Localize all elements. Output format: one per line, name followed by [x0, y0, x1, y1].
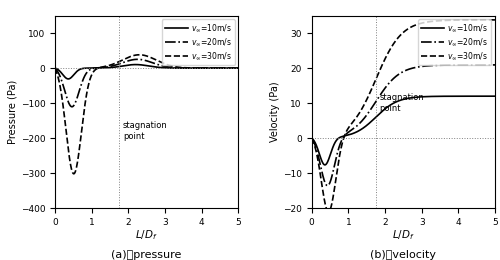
X-axis label: $L/D_f$: $L/D_f$ [136, 228, 158, 242]
$v_{\infty}$=10m/s [196, 67, 202, 70]
$v_{\infty}$=20m/s [134, 58, 140, 61]
$v_{\infty}$=30m/s [308, 136, 314, 140]
$v_{\infty}$=10m/s [132, 63, 138, 66]
Line: $v_{\infty}$=20m/s: $v_{\infty}$=20m/s [55, 59, 238, 107]
$v_{\infty}$=30m/s [70, 172, 76, 175]
Text: stagnation
point: stagnation point [380, 93, 424, 113]
$v_{\infty}$=10m/s [492, 95, 498, 98]
$v_{\infty}$=20m/s [236, 67, 242, 70]
$v_{\infty}$=30m/s [196, 67, 202, 70]
$v_{\infty}$=30m/s [452, 18, 458, 22]
X-axis label: $L/D_f$: $L/D_f$ [392, 228, 414, 242]
$v_{\infty}$=10m/s [71, 73, 77, 76]
$v_{\infty}$=10m/s [198, 67, 204, 70]
Line: $v_{\infty}$=10m/s: $v_{\infty}$=10m/s [55, 64, 238, 79]
$v_{\infty}$=20m/s [178, 66, 184, 69]
$v_{\infty}$=30m/s [236, 67, 242, 70]
$v_{\infty}$=30m/s [328, 207, 334, 210]
$v_{\infty}$=30m/s [326, 210, 332, 213]
$v_{\infty}$=10m/s [452, 95, 458, 98]
$v_{\infty}$=20m/s [383, 85, 389, 88]
$v_{\infty}$=10m/s [236, 67, 242, 70]
$v_{\infty}$=10m/s [328, 152, 334, 155]
$v_{\infty}$=10m/s [308, 136, 314, 140]
$v_{\infty}$=10m/s [455, 95, 461, 98]
$v_{\infty}$=20m/s [198, 67, 204, 70]
Line: $v_{\infty}$=30m/s: $v_{\infty}$=30m/s [55, 55, 238, 174]
$v_{\infty}$=10m/s [65, 77, 71, 81]
$v_{\infty}$=20m/s [390, 78, 396, 81]
$v_{\infty}$=30m/s [383, 55, 389, 58]
$v_{\infty}$=20m/s [71, 104, 77, 107]
$v_{\infty}$=30m/s [133, 54, 139, 57]
$v_{\infty}$=20m/s [308, 136, 314, 140]
$v_{\infty}$=20m/s [133, 58, 139, 61]
Legend: $v_{\infty}$=10m/s, $v_{\infty}$=20m/s, $v_{\infty}$=30m/s: $v_{\infty}$=10m/s, $v_{\infty}$=20m/s, … [418, 20, 491, 65]
Line: $v_{\infty}$=30m/s: $v_{\infty}$=30m/s [312, 20, 495, 212]
Y-axis label: Velocity (Pa): Velocity (Pa) [270, 81, 280, 142]
$v_{\infty}$=10m/s [383, 107, 389, 110]
$v_{\infty}$=30m/s [455, 18, 461, 22]
$v_{\infty}$=20m/s [452, 63, 458, 67]
$v_{\infty}$=30m/s [390, 44, 396, 47]
$v_{\infty}$=20m/s [434, 64, 440, 67]
$v_{\infty}$=30m/s [71, 172, 77, 175]
$v_{\infty}$=20m/s [126, 59, 132, 62]
$v_{\infty}$=30m/s [126, 55, 132, 58]
Legend: $v_{\infty}$=10m/s, $v_{\infty}$=20m/s, $v_{\infty}$=30m/s: $v_{\infty}$=10m/s, $v_{\infty}$=20m/s, … [162, 20, 234, 65]
$v_{\infty}$=20m/s [324, 184, 330, 187]
$v_{\infty}$=20m/s [69, 105, 75, 108]
$v_{\infty}$=30m/s [178, 66, 184, 69]
$v_{\infty}$=10m/s [178, 67, 184, 70]
$v_{\infty}$=30m/s [492, 18, 498, 22]
$v_{\infty}$=10m/s [133, 63, 139, 66]
$v_{\infty}$=20m/s [492, 63, 498, 67]
$v_{\infty}$=10m/s [126, 63, 132, 67]
Line: $v_{\infty}$=20m/s: $v_{\infty}$=20m/s [312, 65, 495, 186]
$v_{\infty}$=30m/s [136, 53, 142, 56]
$v_{\infty}$=20m/s [455, 63, 461, 67]
$v_{\infty}$=10m/s [390, 102, 396, 105]
$v_{\infty}$=10m/s [322, 163, 328, 166]
$v_{\infty}$=10m/s [434, 95, 440, 98]
$v_{\infty}$=20m/s [196, 67, 202, 70]
Line: $v_{\infty}$=10m/s: $v_{\infty}$=10m/s [312, 96, 495, 165]
Text: (a)）pressure: (a)）pressure [112, 250, 182, 260]
$v_{\infty}$=30m/s [52, 67, 58, 70]
$v_{\infty}$=30m/s [434, 19, 440, 22]
$v_{\infty}$=10m/s [52, 67, 58, 70]
$v_{\infty}$=20m/s [52, 67, 58, 70]
$v_{\infty}$=20m/s [328, 179, 334, 183]
Text: stagnation
point: stagnation point [123, 121, 168, 141]
$v_{\infty}$=30m/s [198, 67, 204, 70]
Text: (b)）velocity: (b)）velocity [370, 250, 436, 260]
Y-axis label: Pressure (Pa): Pressure (Pa) [8, 80, 18, 144]
